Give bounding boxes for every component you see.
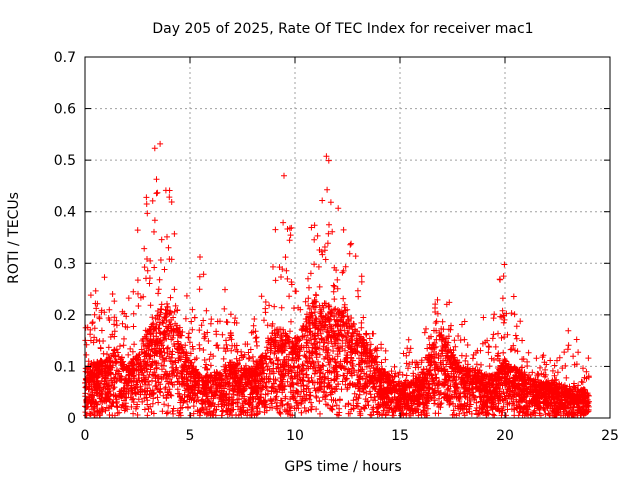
x-tick-label-0: 0 — [81, 428, 90, 444]
x-tick-label-3: 15 — [391, 428, 409, 444]
plot-frame — [84, 56, 611, 419]
x-tick-label-1: 5 — [186, 428, 195, 444]
scatter-markers — [82, 140, 592, 419]
x-tick-label-5: 25 — [601, 428, 619, 444]
y-tick-label-0: 0 — [67, 411, 76, 427]
y-tick-label-7: 0.7 — [54, 50, 76, 66]
y-tick-label-5: 0.5 — [54, 153, 76, 169]
y-tick-label-2: 0.2 — [54, 308, 76, 324]
y-tick-label-6: 0.6 — [54, 102, 76, 118]
x-tick-label-4: 20 — [496, 428, 514, 444]
data-points — [82, 140, 592, 419]
x-tick-label-2: 10 — [286, 428, 304, 444]
y-axis-label: ROTI / TECUs — [6, 192, 22, 284]
y-tick-label-1: 0.1 — [54, 359, 76, 375]
y-tick-label-3: 0.3 — [54, 256, 76, 272]
y-tick-label-4: 0.4 — [54, 205, 76, 221]
x-axis-label: GPS time / hours — [284, 459, 401, 475]
chart-title: Day 205 of 2025, Rate Of TEC Index for r… — [152, 21, 533, 37]
axis-ticks: 0 5 10 15 20 25 0 0.1 0.2 0.3 0.4 0.5 0.6 0.7 — [54, 50, 619, 444]
